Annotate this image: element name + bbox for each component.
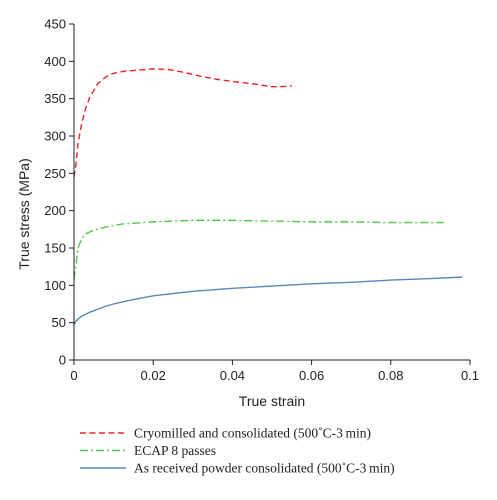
y-tick-label: 400 <box>44 54 66 69</box>
legend-label-1: Cryomilled and consolidated (500˚C-3 min… <box>134 426 371 441</box>
series-line-3 <box>73 276 463 326</box>
y-tick-label: 250 <box>44 166 66 181</box>
x-tick-label: 0.08 <box>378 368 403 383</box>
series-line-2 <box>73 219 445 280</box>
x-axis-title: True strain <box>239 393 305 409</box>
x-tick-label: 0.02 <box>141 368 166 383</box>
y-tick-label: 450 <box>44 17 66 32</box>
axes: 0 50 100 150 200 250 300 350 400 450 0 0.02 0.04 0.06… <box>44 17 479 384</box>
x-tick-label: 0.06 <box>299 368 324 383</box>
x-tick-label: 0.1 <box>461 368 479 383</box>
legend-label-2: ECAP 8 passes <box>134 443 216 458</box>
y-tick-label: 0 <box>59 353 66 368</box>
y-tick-label: 300 <box>44 129 66 144</box>
y-tick-label: 100 <box>44 278 66 293</box>
x-tick-label: 0.04 <box>220 368 245 383</box>
series-line-1 <box>73 68 292 178</box>
y-tick-label: 150 <box>44 241 66 256</box>
y-tick-label: 200 <box>44 203 66 218</box>
plot-area <box>73 68 463 326</box>
y-tick-label: 350 <box>44 91 66 106</box>
x-tick-label: 0 <box>70 368 77 383</box>
legend-label-3: As received powder consolidated (500˚C-3… <box>134 461 395 476</box>
y-axis-title: True stress (MPa) <box>16 158 32 270</box>
y-tick-label: 50 <box>52 315 66 330</box>
legend: Cryomilled and consolidated (500˚C-3 min… <box>80 426 395 476</box>
